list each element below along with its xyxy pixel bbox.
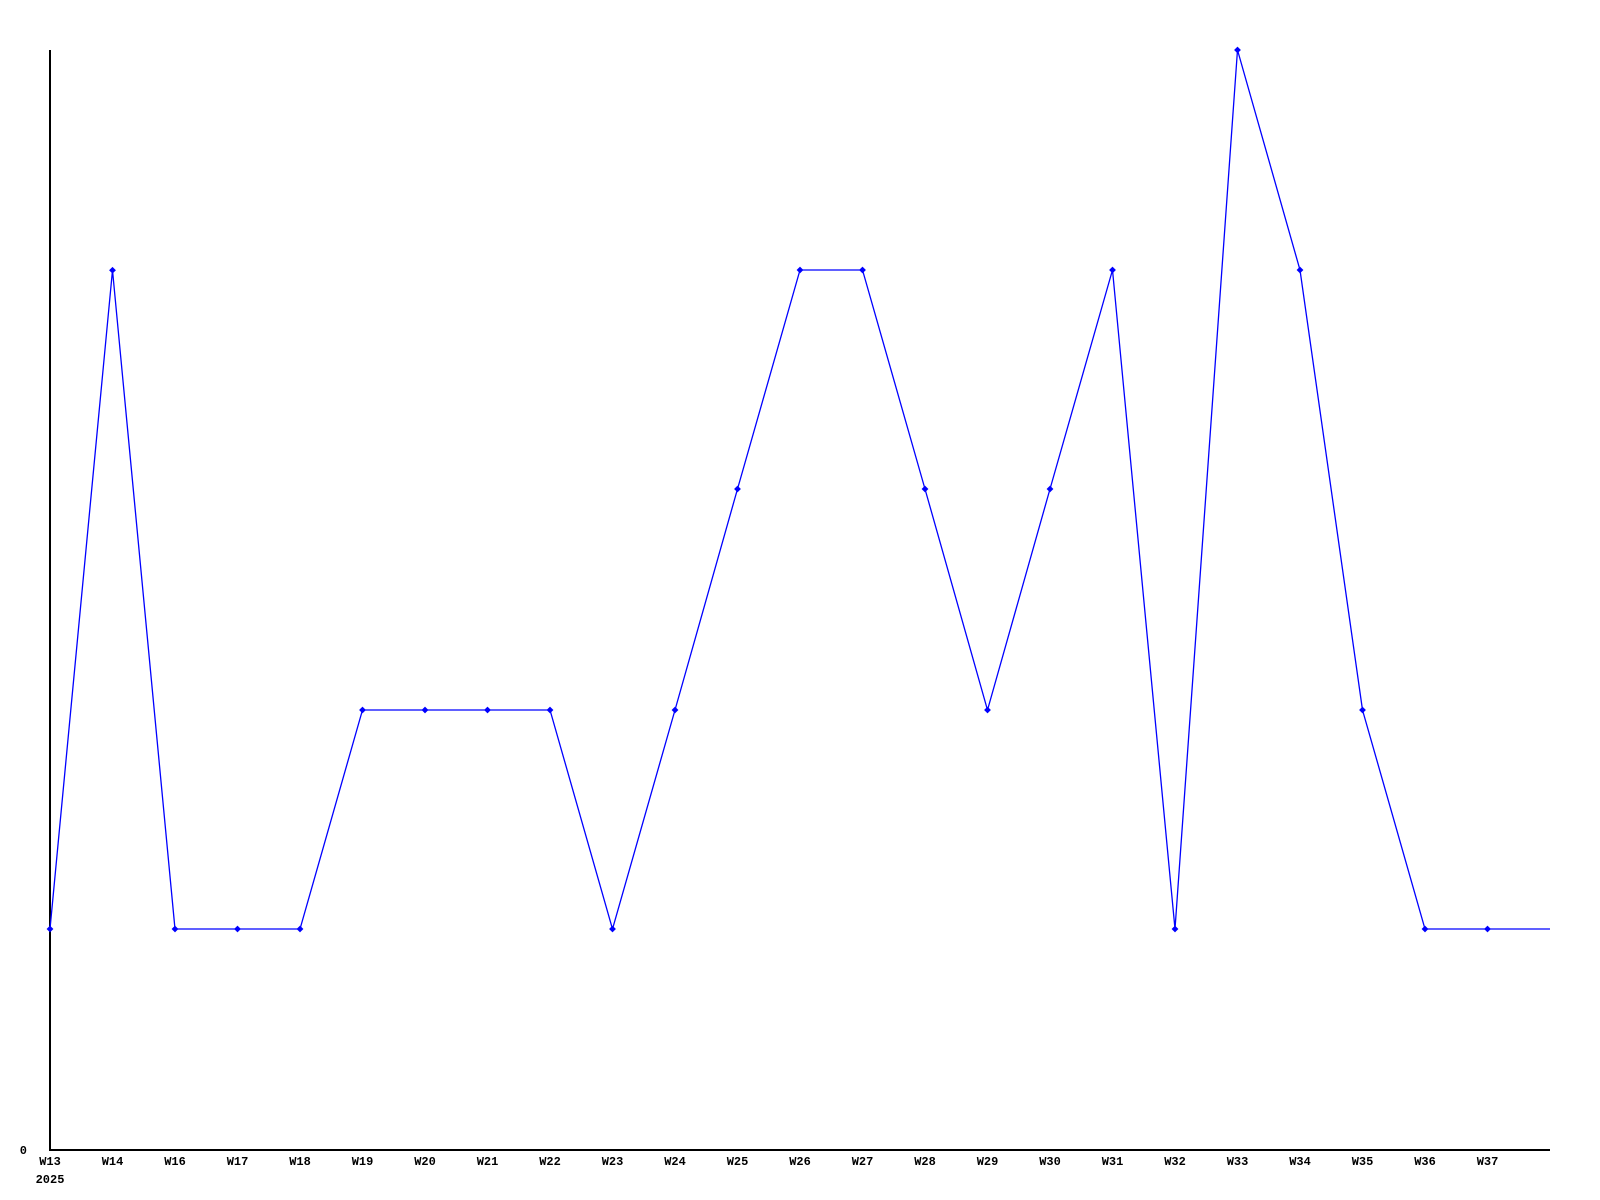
svg-text:W13: W13 [39,1155,61,1169]
svg-text:W18: W18 [289,1155,311,1169]
svg-text:W25: W25 [727,1155,749,1169]
svg-text:0: 0 [20,1144,27,1158]
svg-text:W14: W14 [102,1155,124,1169]
svg-text:W33: W33 [1227,1155,1249,1169]
svg-text:W19: W19 [352,1155,374,1169]
svg-text:W27: W27 [852,1155,874,1169]
svg-text:W37: W37 [1477,1155,1499,1169]
svg-text:W28: W28 [914,1155,936,1169]
svg-text:W16: W16 [164,1155,186,1169]
svg-text:W32: W32 [1164,1155,1186,1169]
svg-text:W29: W29 [977,1155,999,1169]
svg-text:W36: W36 [1414,1155,1436,1169]
svg-text:W21: W21 [477,1155,499,1169]
svg-text:W35: W35 [1352,1155,1374,1169]
svg-text:W23: W23 [602,1155,624,1169]
svg-text:W24: W24 [664,1155,686,1169]
svg-text:W17: W17 [227,1155,249,1169]
svg-text:W30: W30 [1039,1155,1061,1169]
svg-text:2025: 2025 [36,1173,65,1187]
svg-text:W20: W20 [414,1155,436,1169]
svg-text:W31: W31 [1102,1155,1124,1169]
svg-text:W26: W26 [789,1155,811,1169]
svg-text:W22: W22 [539,1155,561,1169]
svg-text:W34: W34 [1289,1155,1311,1169]
